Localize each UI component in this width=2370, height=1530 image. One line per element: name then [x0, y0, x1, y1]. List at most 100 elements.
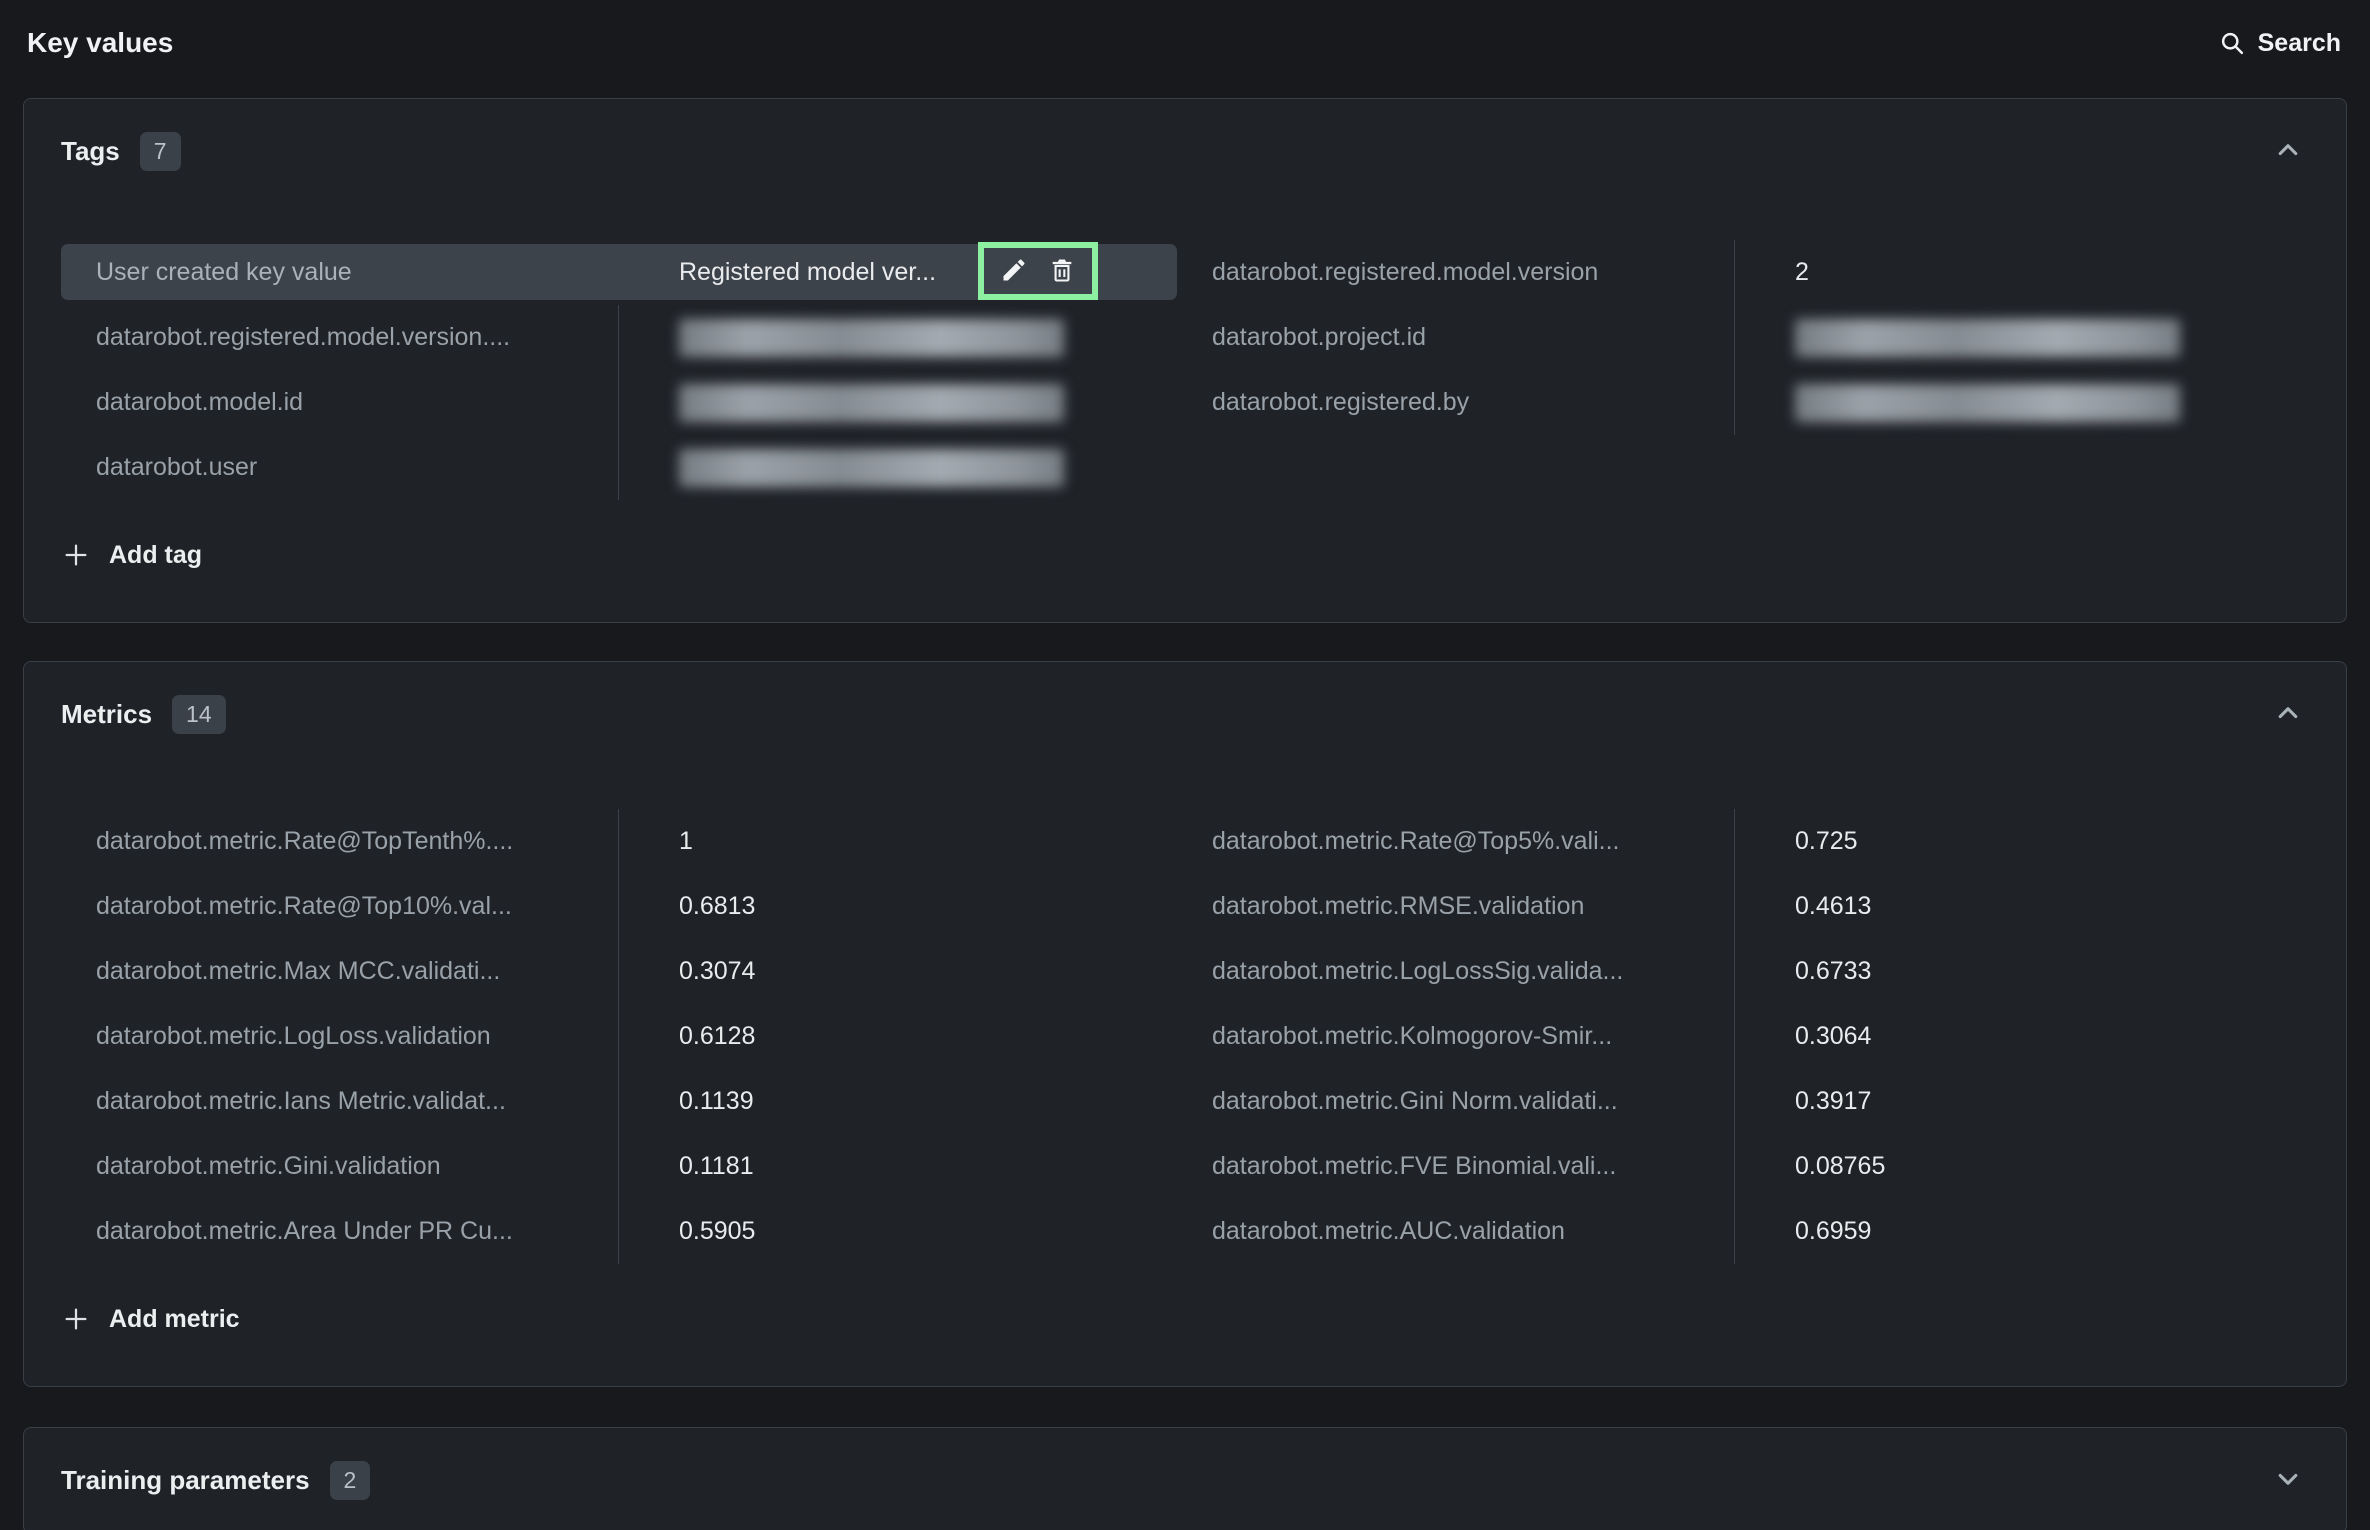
plus-icon	[61, 540, 91, 570]
key-value: 0.1139	[679, 1087, 754, 1115]
key-value-row[interactable]: datarobot.metric.Ians Metric.validat... 0…	[61, 1069, 1177, 1134]
add-tag-button[interactable]: Add tag	[61, 536, 202, 574]
key-value: 0.6733	[1795, 957, 1872, 985]
top-bar: Key values Search	[0, 0, 2370, 86]
key-value-row[interactable]: datarobot.user	[61, 435, 1177, 500]
key-value-row[interactable]: datarobot.metric.Max MCC.validati... 0.30…	[61, 939, 1177, 1004]
key-value: 0.3074	[679, 957, 756, 985]
value-cell: 2	[1734, 240, 2309, 305]
add-tag-label: Add tag	[109, 540, 203, 569]
key-label: datarobot.registered.model.version....	[96, 323, 511, 351]
key-label: datarobot.model.id	[96, 388, 304, 416]
tags-left-column: User created key value Registered model v…	[61, 240, 1177, 500]
value-cell	[618, 370, 1177, 435]
value-cell	[618, 305, 1177, 370]
value-cell: Registered model ver...	[618, 244, 1177, 300]
training-parameters-expand-button[interactable]	[2267, 1458, 2309, 1503]
training-parameters-header[interactable]: Training parameters 2	[61, 1458, 2309, 1503]
key-value-row[interactable]: datarobot.metric.Kolmogorov-Smir... 0.306…	[1177, 1004, 2309, 1069]
metrics-grid: datarobot.metric.Rate@TopTenth%.... 1 data…	[61, 809, 2309, 1264]
metrics-count-badge: 14	[172, 695, 226, 734]
key-value-row[interactable]: datarobot.registered.model.version 2	[1177, 240, 2309, 305]
metrics-left-column: datarobot.metric.Rate@TopTenth%.... 1 data…	[61, 809, 1177, 1264]
key-value: 2	[1795, 258, 1809, 286]
key-label: datarobot.metric.LogLossSig.valida...	[1212, 957, 1624, 985]
tags-collapse-button[interactable]	[2267, 129, 2309, 174]
key-value-row[interactable]: User created key value Registered model v…	[61, 242, 1177, 300]
key-value-row[interactable]: datarobot.metric.Rate@Top10%.val... 0.681…	[61, 874, 1177, 939]
training-parameters-panel: Training parameters 2	[23, 1427, 2347, 1530]
key-value-row[interactable]: datarobot.project.id	[1177, 305, 2309, 370]
key-label: datarobot.user	[96, 453, 258, 481]
key-value: 0.08765	[1795, 1152, 1886, 1180]
key-label: datarobot.metric.LogLoss.validation	[96, 1022, 491, 1050]
value-cell: 0.6813	[618, 874, 1177, 939]
value-cell: 0.6959	[1734, 1199, 2309, 1264]
metrics-panel: Metrics 14 datarobot.metric.Rate@TopTent…	[23, 661, 2347, 1387]
key-value: 0.5905	[679, 1217, 756, 1245]
plus-icon	[61, 1304, 91, 1334]
key-label: datarobot.metric.AUC.validation	[1212, 1217, 1565, 1245]
key-value-row[interactable]: datarobot.metric.FVE Binomial.vali... 0.0…	[1177, 1134, 2309, 1199]
key-value: 0.3064	[1795, 1022, 1872, 1050]
key-label: datarobot.metric.Area Under PR Cu...	[96, 1217, 513, 1245]
tags-grid: User created key value Registered model v…	[61, 240, 2309, 500]
key-value: 0.3917	[1795, 1087, 1872, 1115]
metrics-collapse-button[interactable]	[2267, 692, 2309, 737]
value-cell: 0.08765	[1734, 1134, 2309, 1199]
key-value-row[interactable]: datarobot.metric.Gini Norm.validati... 0.…	[1177, 1069, 2309, 1134]
metrics-right-column: datarobot.metric.Rate@Top5%.vali... 0.725…	[1177, 809, 2309, 1264]
metrics-title: Metrics	[61, 699, 153, 729]
value-cell: 1	[618, 809, 1177, 874]
key-value-row[interactable]: datarobot.metric.LogLossSig.valida... 0.6…	[1177, 939, 2309, 1004]
key-value: 0.6959	[1795, 1217, 1872, 1245]
value-cell	[1734, 305, 2309, 370]
key-value: 0.6128	[679, 1022, 756, 1050]
key-value-row[interactable]: datarobot.metric.RMSE.validation 0.4613	[1177, 874, 2309, 939]
redacted-value	[1795, 318, 2180, 357]
key-value-row[interactable]: datarobot.metric.Rate@Top5%.vali... 0.725	[1177, 809, 2309, 874]
key-label: datarobot.metric.Gini.validation	[96, 1152, 441, 1180]
search-icon	[2219, 30, 2246, 57]
search-button[interactable]: Search	[2217, 23, 2343, 64]
key-value-row[interactable]: datarobot.registered.model.version....	[61, 305, 1177, 370]
annotation-highlight	[978, 242, 1098, 300]
edit-tag-button[interactable]	[994, 251, 1034, 291]
delete-tag-button[interactable]	[1042, 251, 1082, 291]
key-label: datarobot.metric.Gini Norm.validati...	[1212, 1087, 1618, 1115]
key-value: 1	[679, 827, 693, 855]
value-cell: 0.1139	[618, 1069, 1177, 1134]
key-label: datarobot.registered.by	[1212, 388, 1470, 416]
tags-count-badge: 7	[139, 132, 181, 171]
redacted-value	[679, 318, 1064, 357]
chevron-up-icon	[2271, 707, 2305, 733]
key-value-row[interactable]: datarobot.metric.AUC.validation 0.6959	[1177, 1199, 2309, 1264]
key-label: datarobot.metric.FVE Binomial.vali...	[1212, 1152, 1617, 1180]
metrics-header: Metrics 14	[61, 692, 2309, 737]
key-value: 0.725	[1795, 827, 1858, 855]
key-label: datarobot.registered.model.version	[1212, 258, 1599, 286]
key-label: datarobot.metric.Max MCC.validati...	[96, 957, 501, 985]
key-value-row[interactable]: datarobot.metric.LogLoss.validation 0.612…	[61, 1004, 1177, 1069]
tags-title: Tags	[61, 136, 120, 166]
redacted-value	[1795, 383, 2180, 422]
key-value-row[interactable]: datarobot.metric.Rate@TopTenth%.... 1	[61, 809, 1177, 874]
value-cell	[1734, 370, 2309, 435]
key-value: Registered model ver...	[679, 257, 937, 286]
chevron-down-icon	[2271, 1473, 2305, 1499]
key-value-row[interactable]: datarobot.model.id	[61, 370, 1177, 435]
value-cell: 0.6128	[618, 1004, 1177, 1069]
key-label: datarobot.metric.Rate@Top5%.vali...	[1212, 827, 1620, 855]
value-cell: 0.3064	[1734, 1004, 2309, 1069]
add-metric-button[interactable]: Add metric	[61, 1300, 240, 1338]
pencil-icon	[1000, 256, 1028, 287]
training-parameters-title: Training parameters	[61, 1465, 310, 1495]
key-label: datarobot.metric.Kolmogorov-Smir...	[1212, 1022, 1613, 1050]
page-title: Key values	[27, 27, 174, 58]
search-label: Search	[2257, 28, 2341, 57]
key-value: 0.1181	[679, 1152, 754, 1180]
key-value-row[interactable]: datarobot.metric.Area Under PR Cu... 0.59…	[61, 1199, 1177, 1264]
key-value-row[interactable]: datarobot.metric.Gini.validation 0.1181	[61, 1134, 1177, 1199]
key-value-row[interactable]: datarobot.registered.by	[1177, 370, 2309, 435]
redacted-value	[679, 448, 1064, 487]
